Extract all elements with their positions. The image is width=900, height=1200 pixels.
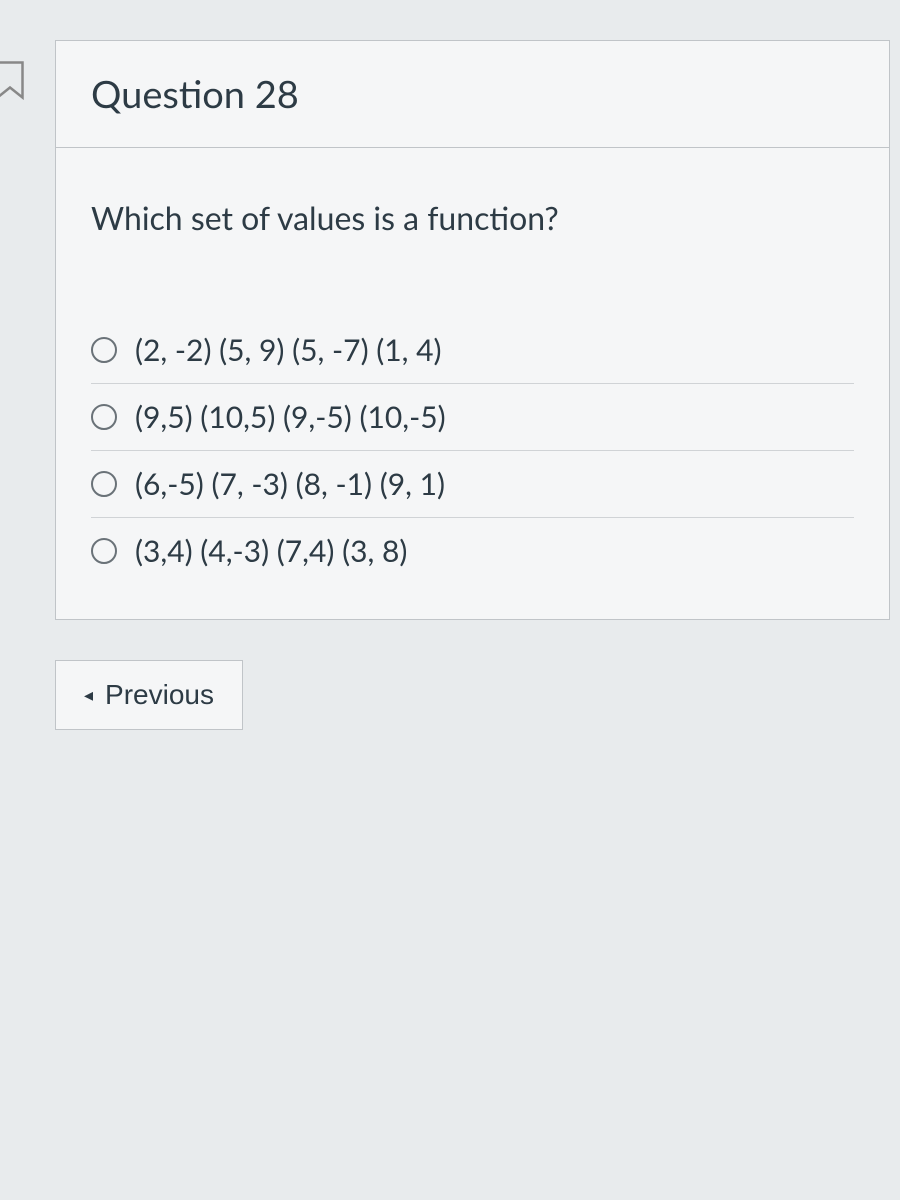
answer-option-1[interactable]: (2, -2) (5, 9) (5, -7) (1, 4): [91, 317, 854, 384]
previous-label: Previous: [105, 679, 214, 711]
radio-icon: [91, 471, 117, 497]
answer-option-3[interactable]: (6,-5) (7, -3) (8, -1) (9, 1): [91, 451, 854, 518]
question-card: Question 28 Which set of values is a fun…: [55, 40, 890, 620]
answer-text: (3,4) (4,-3) (7,4) (3, 8): [135, 533, 407, 569]
answer-option-2[interactable]: (9,5) (10,5) (9,-5) (10,-5): [91, 384, 854, 451]
nav-buttons: ◂ Previous: [55, 660, 890, 730]
previous-button[interactable]: ◂ Previous: [55, 660, 243, 730]
answer-text: (6,-5) (7, -3) (8, -1) (9, 1): [135, 466, 445, 502]
answer-option-4[interactable]: (3,4) (4,-3) (7,4) (3, 8): [91, 518, 854, 584]
question-prompt: Which set of values is a function?: [91, 198, 854, 237]
answer-text: (9,5) (10,5) (9,-5) (10,-5): [135, 399, 446, 435]
answer-text: (2, -2) (5, 9) (5, -7) (1, 4): [135, 332, 442, 368]
radio-icon: [91, 404, 117, 430]
radio-icon: [91, 337, 117, 363]
bookmark-icon[interactable]: [0, 60, 25, 100]
question-header: Question 28: [56, 41, 889, 148]
left-arrow-icon: ◂: [84, 685, 93, 706]
question-title: Question 28: [91, 71, 854, 117]
question-body: Which set of values is a function? (2, -…: [56, 148, 889, 619]
radio-icon: [91, 538, 117, 564]
